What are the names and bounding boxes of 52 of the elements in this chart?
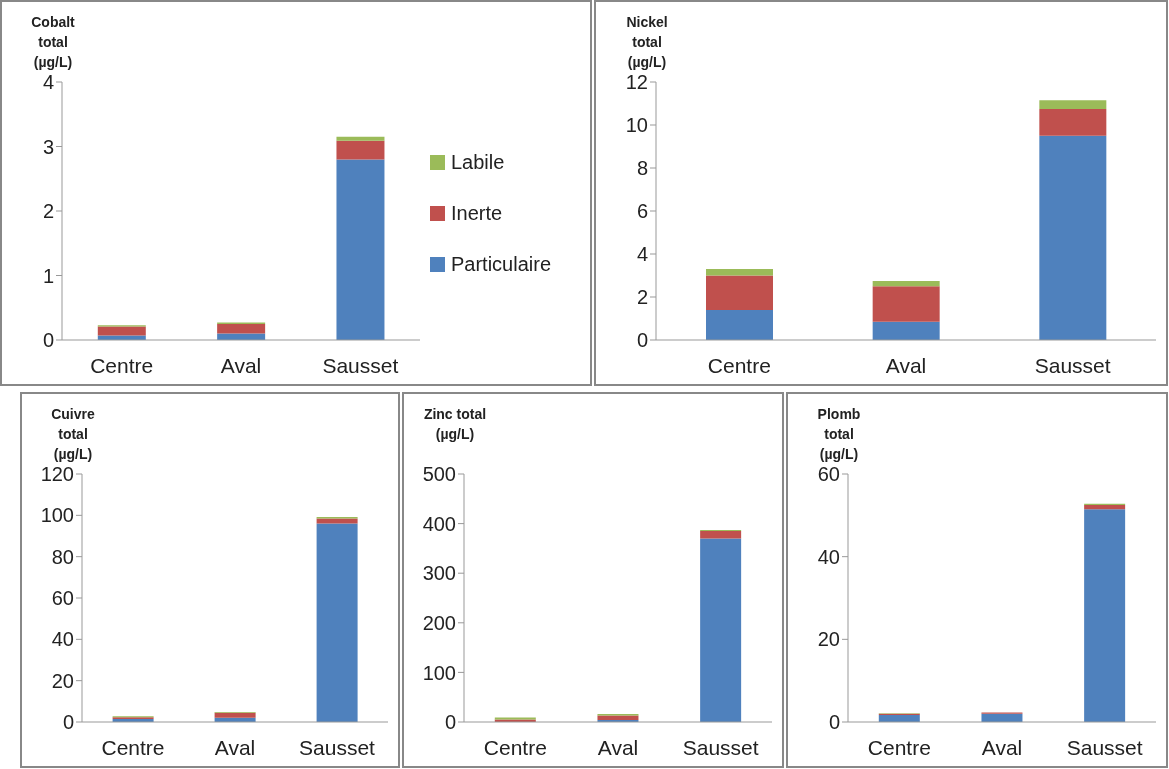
x-tick-label: Centre: [867, 735, 931, 759]
y-tick-label: 100: [422, 661, 456, 684]
legend-label: Particulaire: [451, 252, 552, 276]
y-tick-label: 400: [422, 512, 456, 535]
y-tick-label: 40: [817, 545, 840, 568]
y-tick-label: 6: [636, 200, 648, 223]
x-tick-label: Aval: [981, 735, 1023, 759]
legend-label: Inerte: [451, 201, 503, 225]
x-tick-label: Sausset: [682, 735, 759, 759]
y-tick-label: 500: [422, 463, 456, 486]
y-tick-label: 0: [62, 711, 74, 734]
x-tick-label: Aval: [214, 735, 256, 759]
x-tick-label: Centre: [483, 735, 547, 759]
y-tick-label: 60: [817, 463, 840, 486]
x-tick-label: Sausset: [1066, 735, 1143, 759]
y-tick-label: 1: [42, 264, 54, 287]
y-tick-label: 0: [444, 711, 456, 734]
y-tick-label: 0: [828, 711, 840, 734]
y-axis-title: Cobalt total (µg/L): [30, 13, 76, 72]
x-tick-label: Sausset: [1034, 353, 1111, 377]
y-tick-label: 40: [51, 628, 74, 651]
x-tick-label: Centre: [101, 735, 165, 759]
y-tick-label: 200: [422, 611, 456, 634]
y-tick-label: 20: [817, 628, 840, 651]
y-tick-label: 12: [625, 71, 648, 94]
x-tick-label: Aval: [885, 353, 927, 377]
y-axis-title: Nickel total (µg/L): [625, 13, 669, 72]
y-tick-label: 2: [636, 286, 648, 309]
y-tick-label: 0: [42, 329, 54, 352]
y-tick-label: 2: [42, 200, 54, 223]
y-tick-label: 0: [636, 329, 648, 352]
y-tick-label: 10: [625, 114, 648, 137]
y-tick-label: 3: [42, 135, 54, 158]
y-tick-label: 300: [422, 562, 456, 585]
x-tick-label: Centre: [707, 353, 771, 377]
x-tick-label: Centre: [90, 353, 154, 377]
y-tick-label: 100: [40, 504, 74, 527]
x-tick-label: Sausset: [299, 735, 376, 759]
y-tick-label: 8: [636, 157, 648, 180]
y-axis-title: Zinc total (µg/L): [422, 405, 488, 444]
y-tick-label: 60: [51, 587, 74, 610]
y-tick-label: 4: [636, 243, 648, 266]
legend-label: Labile: [451, 150, 505, 174]
y-tick-label: 20: [51, 669, 74, 692]
x-tick-label: Aval: [597, 735, 639, 759]
y-axis-title: Plomb total (µg/L): [816, 405, 862, 464]
y-tick-label: 4: [42, 71, 54, 94]
y-tick-label: 120: [40, 463, 74, 486]
x-tick-label: Sausset: [322, 353, 399, 377]
y-tick-label: 80: [51, 545, 74, 568]
y-axis-title: Cuivre total (µg/L): [50, 405, 96, 464]
x-tick-label: Aval: [220, 353, 262, 377]
